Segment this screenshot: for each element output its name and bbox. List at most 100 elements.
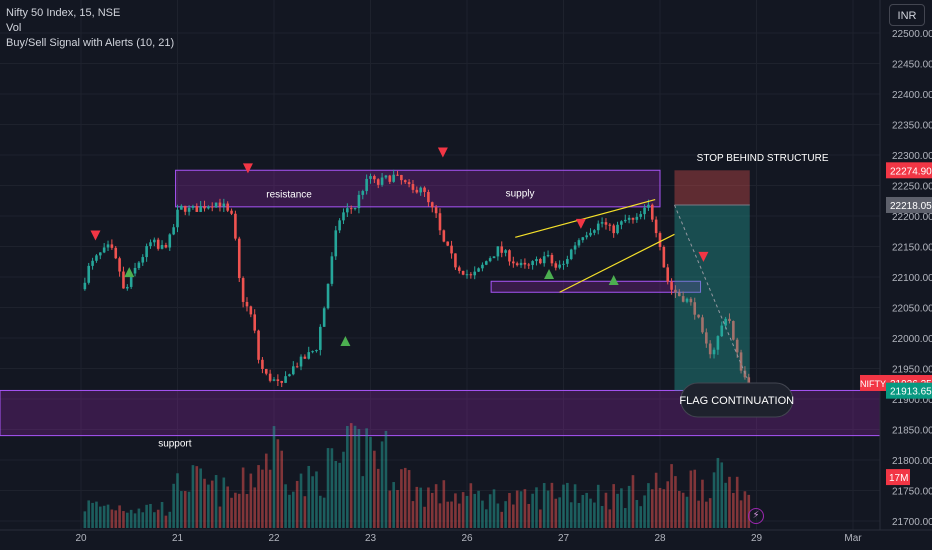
resistance-label: resistance bbox=[266, 190, 312, 201]
candle-body bbox=[678, 292, 681, 297]
candle-body bbox=[199, 206, 202, 212]
volume-bar bbox=[712, 472, 716, 528]
volume-bar bbox=[292, 491, 295, 528]
volume-bar bbox=[643, 495, 646, 528]
candle-body bbox=[334, 230, 338, 257]
volume-bar bbox=[261, 469, 264, 528]
lightning-icon[interactable]: ⚡ bbox=[748, 508, 764, 524]
volume-bar bbox=[531, 493, 534, 528]
volume-bar bbox=[585, 492, 588, 528]
volume-bar bbox=[724, 482, 727, 528]
volume-bar bbox=[384, 430, 388, 528]
candle-body bbox=[566, 259, 569, 264]
volume-bar bbox=[635, 499, 639, 528]
candle-body bbox=[608, 224, 612, 226]
volume-bar bbox=[639, 506, 642, 528]
candle-body bbox=[461, 270, 465, 275]
volume-bar bbox=[434, 484, 438, 528]
candle-body bbox=[423, 187, 426, 192]
candle-body bbox=[272, 379, 276, 381]
candle-body bbox=[373, 176, 376, 180]
candle-body bbox=[550, 254, 554, 264]
candle-body bbox=[114, 247, 118, 259]
volume-bar bbox=[593, 502, 596, 528]
volume-bar bbox=[596, 484, 600, 528]
volume-bar bbox=[678, 490, 681, 528]
volume-bar bbox=[369, 436, 372, 528]
volume-bar bbox=[299, 473, 303, 528]
volume-bar bbox=[180, 491, 183, 528]
volume-bar bbox=[558, 497, 561, 528]
buy-signal-arrow bbox=[544, 268, 555, 279]
candle-body bbox=[485, 261, 488, 265]
candle-body bbox=[504, 250, 507, 253]
candle-body bbox=[145, 246, 148, 258]
x-tick-label: 21 bbox=[172, 533, 184, 544]
volume-bar bbox=[307, 465, 311, 528]
price-label bbox=[886, 382, 932, 399]
volume-bar bbox=[83, 511, 87, 528]
symbol-title[interactable]: Nifty 50 Index, 15, NSE bbox=[6, 7, 121, 19]
candle-body bbox=[303, 356, 307, 359]
candle-body bbox=[315, 349, 318, 352]
x-tick-label: 26 bbox=[461, 533, 473, 544]
candle-body bbox=[492, 256, 496, 259]
candle-body bbox=[369, 176, 372, 179]
volume-bar bbox=[573, 484, 577, 528]
volume-bar bbox=[106, 504, 110, 528]
candle-body bbox=[319, 326, 322, 350]
candle-body bbox=[392, 174, 395, 182]
candle-body bbox=[546, 254, 550, 257]
candle-body bbox=[137, 262, 141, 268]
channel-line bbox=[515, 198, 656, 238]
y-tick-label: 21850.00 bbox=[892, 426, 932, 437]
position-target-zone bbox=[674, 204, 750, 391]
volume-bar bbox=[346, 425, 349, 528]
volume-bar bbox=[361, 476, 365, 528]
candle-body bbox=[477, 268, 480, 272]
indicator-signal-label[interactable]: Buy/Sell Signal with Alerts (10, 21) bbox=[6, 37, 175, 49]
candle-body bbox=[623, 219, 627, 222]
volume-bar bbox=[207, 484, 210, 528]
volume-bar bbox=[407, 470, 411, 528]
candle-body bbox=[264, 368, 268, 374]
volume-bar bbox=[546, 490, 550, 528]
volume-bar bbox=[523, 489, 527, 528]
candle-body bbox=[156, 239, 160, 249]
volume-bar bbox=[566, 482, 569, 528]
volume-bar bbox=[732, 492, 735, 528]
volume-bar bbox=[234, 492, 237, 528]
volume-bar bbox=[118, 505, 121, 528]
volume-bar bbox=[126, 512, 129, 528]
y-tick-label: 22300.00 bbox=[892, 151, 932, 162]
candle-body bbox=[577, 240, 581, 246]
volume-bar bbox=[338, 462, 341, 528]
candle-body bbox=[685, 298, 689, 302]
candle-body bbox=[83, 282, 87, 290]
candle-body bbox=[245, 301, 249, 307]
volume-bar bbox=[268, 469, 272, 528]
candle-body bbox=[666, 267, 670, 282]
candle-body bbox=[180, 205, 183, 210]
candle-body bbox=[712, 349, 716, 355]
candle-body bbox=[292, 366, 295, 375]
volume-bar bbox=[515, 490, 519, 528]
volume-bar bbox=[689, 470, 693, 528]
candle-body bbox=[419, 187, 422, 193]
volume-bar bbox=[500, 511, 504, 528]
candle-body bbox=[237, 238, 241, 279]
candle-body bbox=[415, 189, 419, 193]
volume-bar bbox=[415, 486, 419, 528]
candle-body bbox=[253, 314, 256, 331]
candle-body bbox=[631, 217, 635, 220]
candle-body bbox=[739, 352, 743, 371]
buy-signal-arrow bbox=[124, 267, 135, 278]
y-tick-label: 22000.00 bbox=[892, 334, 932, 345]
volume-bar bbox=[168, 511, 172, 528]
y-tick-label: 21950.00 bbox=[892, 365, 932, 376]
indicator-volume-label[interactable]: Vol bbox=[6, 22, 22, 34]
candle-body bbox=[747, 377, 751, 387]
volume-bar bbox=[608, 509, 612, 528]
currency-button[interactable]: INR bbox=[889, 4, 925, 26]
